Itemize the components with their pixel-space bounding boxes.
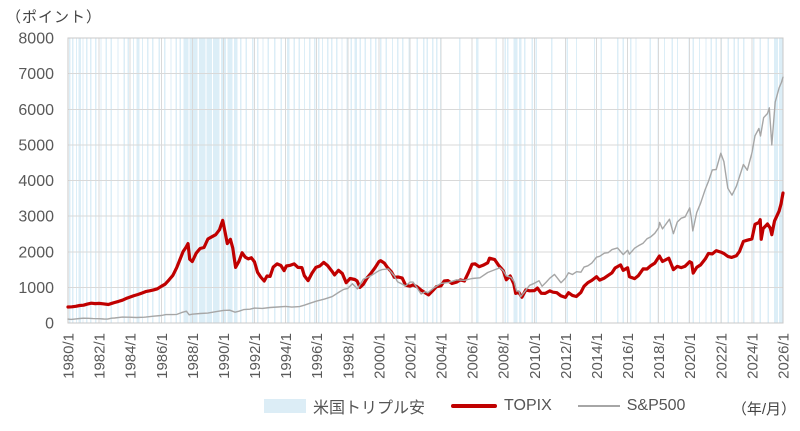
plot-border xyxy=(67,37,784,324)
x-tick-label: 1990/1 xyxy=(216,333,233,379)
y-tick-label: 2000 xyxy=(18,244,54,261)
band-swatch-icon xyxy=(264,399,306,413)
line-chart-plot: 0 1000 2000 3000 4000 5000 6000 7000 8000 1980/1 1… xyxy=(18,31,793,379)
legend-label-sp500: S&P500 xyxy=(626,397,686,414)
x-tick-label: 2018/1 xyxy=(651,333,668,379)
legend-item-topix: TOPIX xyxy=(451,397,552,415)
x-tick-label: 2016/1 xyxy=(620,333,637,379)
y-tick-label: 5000 xyxy=(18,137,54,154)
x-tick-label: 1988/1 xyxy=(185,333,202,379)
topix-line-swatch-icon xyxy=(451,403,498,409)
x-tick-label: 2014/1 xyxy=(589,333,606,379)
legend-label-topix: TOPIX xyxy=(504,397,552,414)
x-tick-label: 1986/1 xyxy=(154,333,171,379)
x-tick-label: 2004/1 xyxy=(434,333,451,379)
y-tick-label: 6000 xyxy=(18,102,54,119)
x-tick-label: 2006/1 xyxy=(465,333,482,379)
x-tick-label: 1998/1 xyxy=(340,333,357,379)
x-tick-label: 1980/1 xyxy=(61,333,78,379)
x-tick-label: 1994/1 xyxy=(278,333,295,379)
x-tick-label: 2024/1 xyxy=(744,333,761,379)
x-tick-label: 2012/1 xyxy=(558,333,575,379)
chart-legend: 米国トリプル安 TOPIX S&P500 xyxy=(264,394,685,418)
y-tick-label: 8000 xyxy=(18,31,54,48)
sp500-line-swatch-icon xyxy=(577,405,620,407)
y-tick-label: 7000 xyxy=(18,66,54,83)
legend-label-band: 米国トリプル安 xyxy=(313,400,426,417)
x-tick-label: 2022/1 xyxy=(713,333,730,379)
x-tick-label: 1992/1 xyxy=(247,333,264,379)
x-tick-label: 2026/1 xyxy=(776,333,793,379)
y-tick-label: 1000 xyxy=(18,280,54,297)
x-tick-label: 2000/1 xyxy=(371,333,388,379)
legend-item-sp500: S&P500 xyxy=(577,397,686,415)
x-tick-label: 2002/1 xyxy=(402,333,419,379)
sp500-line xyxy=(67,76,784,321)
x-tick-label: 2008/1 xyxy=(496,333,513,379)
topix-line xyxy=(66,191,785,309)
x-tick-label: 2010/1 xyxy=(527,333,544,379)
y-axis-unit-label: （ポイント） xyxy=(6,9,103,26)
x-tick-label: 1984/1 xyxy=(123,333,140,379)
x-tick-label: 1982/1 xyxy=(92,333,109,379)
y-tick-label: 3000 xyxy=(18,209,54,226)
x-axis-unit-label: （年/月） xyxy=(731,401,796,418)
legend-item-us-triple-decline: 米国トリプル安 xyxy=(264,394,425,418)
y-tick-label: 0 xyxy=(45,316,54,333)
x-tick-label: 2020/1 xyxy=(682,333,699,379)
y-tick-label: 4000 xyxy=(18,173,54,190)
x-tick-label: 1996/1 xyxy=(309,333,326,379)
